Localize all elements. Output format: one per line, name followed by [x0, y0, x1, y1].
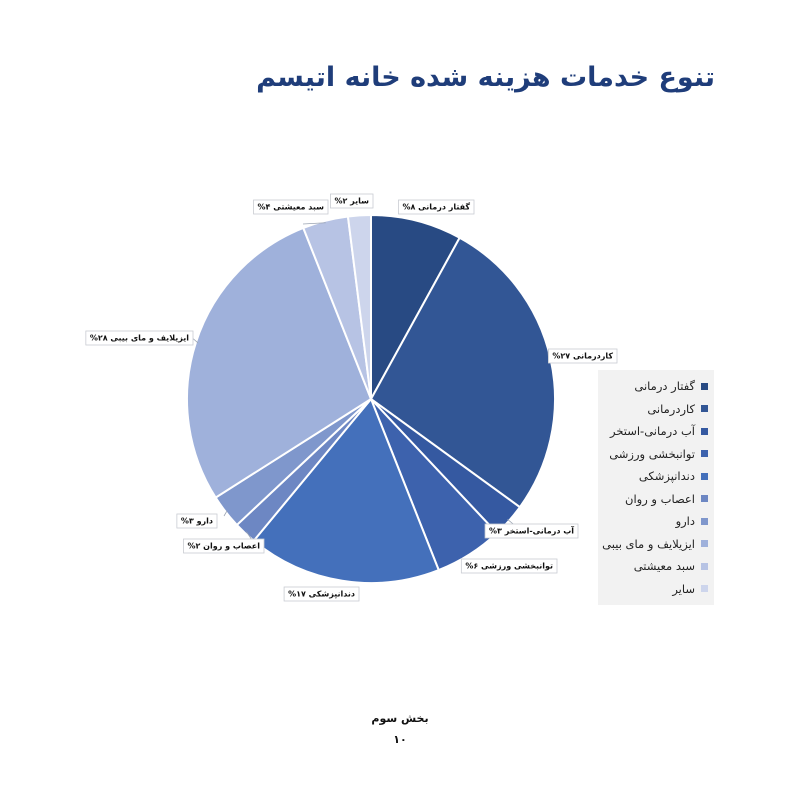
pie-data-label-box [398, 199, 475, 215]
pie-data-label-text: توانبخشی ورزشی ۶% [465, 562, 553, 571]
legend-item: گفتار درمانی [602, 374, 710, 398]
legend-swatch [701, 382, 708, 390]
pie-data-labels: گفتار درمانی ۸% کاردرمانی ۲۷% آب درمانی-اس… [85, 193, 618, 602]
legend-swatch [701, 517, 708, 525]
legend-label: توانبخشی ورزشی [609, 446, 695, 461]
legend-item: اعصاب و روان [602, 487, 710, 511]
leader-line [302, 222, 326, 225]
legend-label: آب درمانی-استخر [609, 424, 695, 438]
pie-data-label-box [85, 330, 194, 346]
chart-legend: گفتار درمانی کاردرمانی آب درمانی-استخر توان… [598, 370, 714, 605]
legend-item: کاردرمانی [602, 397, 710, 421]
legend-label: ایزیلایف و مای بیبی [602, 536, 695, 551]
pie-data-label: اعصاب و روان ۲% [183, 538, 265, 554]
pie-data-label-box [548, 348, 618, 364]
pie-data-label-box [460, 558, 558, 574]
legend-label: دارو [675, 514, 695, 528]
legend-item: آب درمانی-استخر [602, 419, 710, 443]
pie-data-label: گفتار درمانی ۸% [398, 199, 475, 215]
pie-data-label-text: سبد معیشتی ۴% [258, 203, 325, 212]
pie-data-label: دندانپزشکی ۱۷% [283, 586, 360, 602]
pie-data-label-text: سایر ۲% [334, 197, 369, 206]
pie-slices [186, 213, 556, 584]
pie-data-label-text: ایزیلایف و مای بیبی ۲۸% [90, 334, 189, 343]
page-title: تنوع خدمات هزینه شده خانه اتیسم [256, 62, 715, 93]
pie-data-label-text: اعصاب و روان ۲% [187, 542, 260, 551]
pie-data-label-text: گفتار درمانی ۸% [402, 202, 470, 212]
legend-item: ایزیلایف و مای بیبی [602, 532, 710, 556]
pie-data-label: ایزیلایف و مای بیبی ۲۸% [85, 330, 194, 346]
legend-label: کاردرمانی [647, 401, 695, 416]
legend-swatch [701, 427, 708, 435]
pie-data-label-text: آب درمانی-استخر ۳% [489, 526, 574, 536]
pie-data-label-box [253, 199, 329, 215]
pie-slice [346, 213, 372, 400]
legend-item: توانبخشی ورزشی [602, 442, 710, 466]
legend-swatch [701, 450, 708, 457]
section-footer: بخش سوم [371, 712, 429, 725]
legend-swatch [701, 585, 708, 592]
legend-label: گفتار درمانی [634, 379, 695, 393]
pie-data-label: توانبخشی ورزشی ۶% [460, 558, 558, 574]
pie-data-label-box [484, 523, 579, 539]
pie-data-label: کاردرمانی ۲۷% [548, 348, 618, 364]
legend-item: دارو [602, 509, 710, 533]
pie-data-label: سایر ۲% [330, 193, 374, 209]
legend-label: دندانپزشکی [638, 469, 695, 483]
legend-item: سایر [602, 577, 710, 601]
pie-data-label-text: کاردرمانی ۲۷% [552, 352, 613, 361]
pie-data-label: سبد معیشتی ۴% [253, 199, 329, 215]
legend-item: سبد معیشتی [602, 554, 710, 578]
legend-swatch [701, 562, 708, 570]
legend-swatch [701, 472, 708, 480]
leader-line [223, 510, 228, 517]
legend-label: سایر [672, 581, 695, 596]
pie-data-label-box [176, 513, 218, 529]
pie-data-label-text: دندانپزشکی ۱۷% [288, 590, 355, 599]
pie-data-label: دارو ۳% [176, 513, 218, 529]
legend-swatch [701, 495, 708, 502]
pie-slice [252, 397, 441, 584]
pie-slice [186, 226, 373, 499]
legend-item: دندانپزشکی [602, 464, 710, 488]
pie-data-label: آب درمانی-استخر ۳% [484, 523, 579, 539]
pie-data-label-box [183, 538, 265, 554]
legend-swatch [701, 540, 708, 547]
pie-data-label-box [330, 193, 374, 209]
pie-data-label-text: دارو ۳% [181, 517, 213, 526]
pie-data-label-box [283, 586, 360, 602]
pie-slice [370, 213, 462, 400]
legend-swatch [701, 405, 708, 412]
legend-label: اعصاب و روان [625, 491, 695, 506]
page-number: ۱۰ [393, 733, 407, 746]
legend-label: سبد معیشتی [633, 559, 695, 573]
